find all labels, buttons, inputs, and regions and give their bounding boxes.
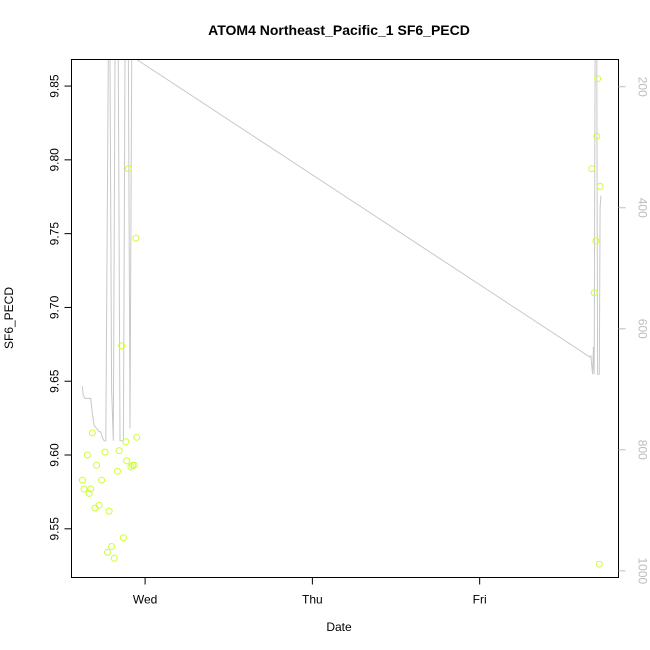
y2-tick-label: 600 — [636, 319, 650, 339]
data-point — [588, 165, 596, 173]
data-point — [80, 485, 88, 493]
data-point — [596, 182, 604, 190]
data-point — [114, 467, 121, 475]
data-point — [88, 429, 96, 437]
y2-tick-label: 1000 — [636, 557, 650, 584]
plot-frame — [71, 59, 619, 578]
data-point — [123, 457, 131, 465]
y-tick-label: 9.70 — [48, 295, 62, 319]
data-point — [115, 447, 123, 455]
data-point — [87, 485, 95, 493]
data-point — [132, 234, 140, 242]
data-point — [594, 75, 602, 83]
data-point — [91, 504, 99, 512]
data-point — [592, 237, 600, 245]
y-tick-label: 9.65 — [48, 369, 62, 393]
y-tick-label: 9.60 — [48, 443, 62, 467]
data-point — [98, 476, 106, 484]
data-point — [110, 554, 118, 562]
y2-tick-label: 400 — [636, 198, 650, 218]
y-axis-left: 9.55 9.60 9.65 9.70 9.75 9.80 9.85 — [48, 74, 72, 540]
profile-line-layer — [81, 59, 602, 442]
chart-title: ATOM4 Northeast_Pacific_1 SF6_PECD — [208, 22, 470, 38]
y-axis-label: SF6_PECD — [2, 287, 16, 349]
data-point — [93, 461, 101, 469]
data-point — [133, 433, 141, 441]
data-point — [124, 165, 132, 173]
data-point — [105, 507, 113, 515]
y2-tick-label: 800 — [636, 440, 650, 460]
y2-tick-label: 200 — [636, 77, 650, 97]
data-point — [593, 132, 601, 140]
data-point — [83, 451, 91, 459]
series-line — [81, 59, 602, 442]
x-axis-label: Date — [326, 620, 352, 634]
x-tick-label: Thu — [302, 593, 323, 607]
data-point — [104, 548, 111, 556]
y-tick-label: 9.80 — [48, 148, 62, 172]
data-point — [590, 289, 598, 297]
data-point — [595, 560, 603, 568]
data-point — [122, 438, 130, 446]
data-point — [119, 534, 127, 542]
y-tick-label: 9.85 — [48, 74, 62, 98]
data-point — [78, 476, 86, 484]
data-point — [130, 461, 138, 469]
data-point — [108, 543, 116, 550]
y-tick-label: 9.75 — [48, 222, 62, 246]
data-point — [101, 448, 109, 456]
y-tick-label: 9.55 — [48, 517, 62, 541]
data-point — [118, 342, 126, 350]
x-axis: Wed Thu Fri — [133, 577, 487, 607]
x-tick-label: Fri — [473, 593, 487, 607]
data-point — [95, 501, 103, 509]
y-axis-right: 200 400 600 800 1000 — [618, 77, 650, 585]
data-point — [85, 489, 93, 497]
data-point — [127, 463, 135, 471]
scatter-points-layer — [78, 75, 604, 568]
x-tick-label: Wed — [133, 593, 157, 607]
